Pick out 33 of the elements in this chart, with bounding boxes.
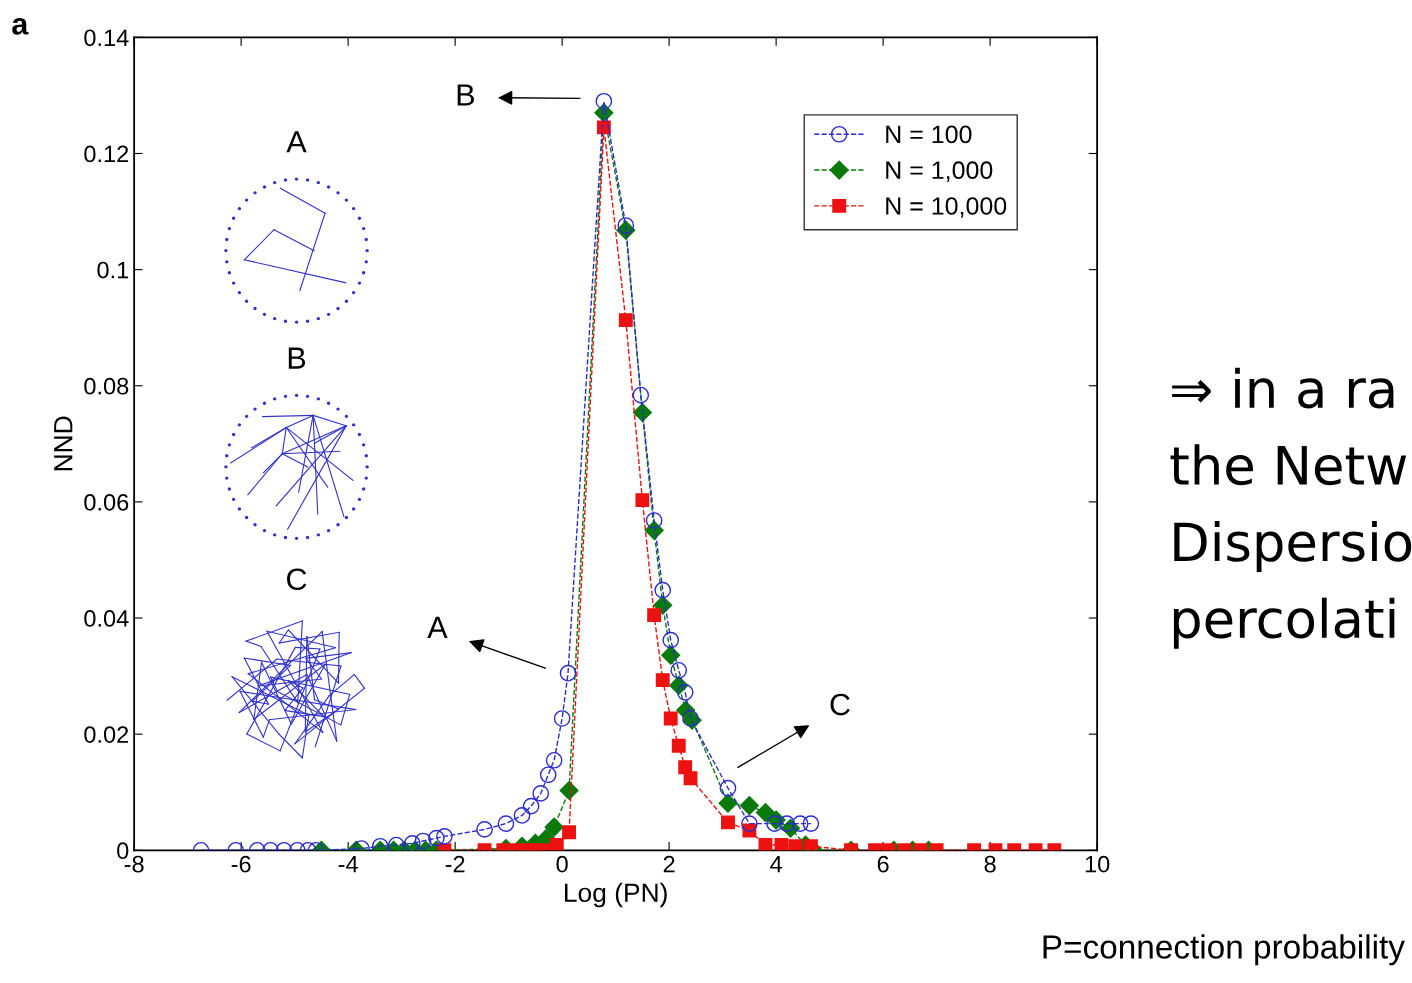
annotation: B xyxy=(288,347,306,369)
legend-label: N = 10,000 xyxy=(886,197,1007,218)
annotation: B xyxy=(457,84,474,106)
x-tick-label: 8 xyxy=(984,855,996,873)
x-tick-label: 10 xyxy=(1085,855,1110,873)
x-tick-label: 2 xyxy=(663,855,675,873)
text: Dispersio xyxy=(1174,521,1412,573)
text: a xyxy=(12,17,29,35)
y-tick-label: 0.08 xyxy=(84,377,129,395)
annotation: C xyxy=(830,693,850,716)
x-tick-label: -4 xyxy=(338,856,358,873)
y-tick-label: 0.1 xyxy=(97,261,129,279)
x-tick-label: 6 xyxy=(877,855,889,873)
x-tick-label: -6 xyxy=(231,855,251,873)
y-axis-title: NND xyxy=(54,416,73,471)
x-tick-label: 4 xyxy=(770,856,782,873)
text: percolati xyxy=(1173,597,1395,649)
text: the Netw xyxy=(1170,444,1407,486)
legend-label: N = 100 xyxy=(886,125,972,144)
x-axis-title: Log (PN) xyxy=(565,882,667,908)
y-tick-label: 0.14 xyxy=(84,29,129,47)
y-tick-label: 0.12 xyxy=(84,145,129,163)
y-tick-label: 0.02 xyxy=(84,726,129,743)
annotation: A xyxy=(286,131,307,153)
x-tick-label: 0 xyxy=(556,855,568,873)
annotation: A xyxy=(427,616,448,638)
text: ⇒ in a ra xyxy=(1172,367,1394,409)
x-tick-label: -2 xyxy=(445,855,465,873)
text: P=connection probability xyxy=(1043,934,1405,966)
y-tick-label: 0.04 xyxy=(84,610,129,627)
y-tick-label: 0.06 xyxy=(84,493,129,511)
legend-label: N = 1,000 xyxy=(886,161,993,183)
annotation: C xyxy=(287,568,307,591)
